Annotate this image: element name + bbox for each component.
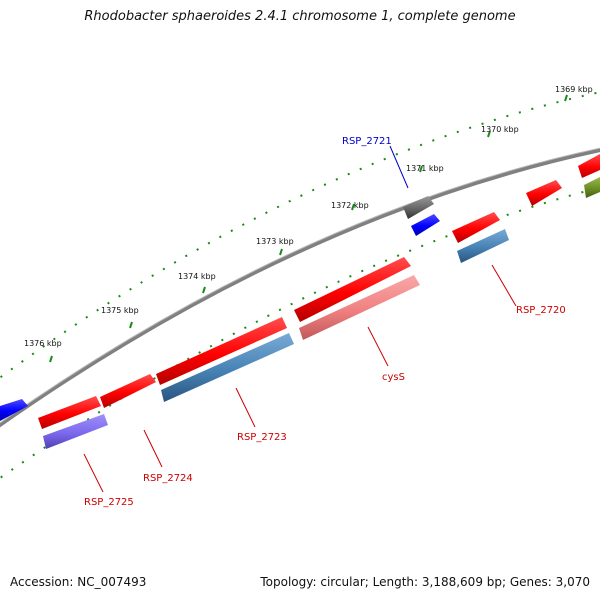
gene-label-rsp-2720[interactable]: RSP_2720 bbox=[516, 305, 566, 316]
gene-arrow bbox=[299, 275, 420, 340]
tick-label: 1373 kbp bbox=[256, 237, 294, 246]
gene-arrow bbox=[43, 414, 108, 449]
tick-label: 1370 kbp bbox=[481, 125, 519, 134]
gene-arrow bbox=[403, 196, 434, 219]
tick-label: 1375 kbp bbox=[101, 306, 139, 315]
gene-arrow bbox=[411, 214, 440, 236]
gene-label-rsp-2724[interactable]: RSP_2724 bbox=[143, 473, 193, 484]
genome-stats-text: Topology: circular; Length: 3,188,609 bp… bbox=[260, 575, 590, 589]
gene-label-cyss[interactable]: cysS bbox=[382, 372, 405, 383]
gene-arrow bbox=[38, 396, 101, 429]
gene-arrow bbox=[578, 154, 600, 178]
gene-label-rsp-2725[interactable]: RSP_2725 bbox=[84, 497, 134, 508]
tick-label: 1376 kbp bbox=[24, 339, 62, 348]
outer-tick-ring bbox=[0, 91, 600, 379]
gene-arrow bbox=[584, 177, 600, 198]
gene-features[interactable] bbox=[0, 154, 600, 449]
gene-arrow bbox=[457, 229, 509, 263]
gene-arrow bbox=[161, 333, 294, 402]
accession-text: Accession: NC_007493 bbox=[10, 575, 147, 589]
gene-arrow bbox=[294, 257, 411, 322]
gene-arrow bbox=[452, 212, 500, 243]
genome-title: Rhodobacter sphaeroides 2.4.1 chromosome… bbox=[84, 9, 516, 24]
tick-label: 1374 kbp bbox=[178, 272, 216, 281]
tick-label: 1371 kbp bbox=[406, 164, 444, 173]
kbp-ticks bbox=[49, 94, 568, 363]
gene-arrow bbox=[0, 399, 28, 421]
label-leaders bbox=[83, 145, 517, 493]
inner-tick-ring bbox=[0, 186, 600, 480]
tick-label: 1369 kbp bbox=[555, 85, 593, 94]
tick-label: 1372 kbp bbox=[331, 201, 369, 210]
gene-arrow bbox=[526, 180, 562, 206]
gene-label-rsp-2721[interactable]: RSP_2721 bbox=[342, 136, 392, 147]
gene-arrow bbox=[100, 374, 156, 408]
chromosome-backbone bbox=[0, 148, 600, 428]
gene-label-rsp-2723[interactable]: RSP_2723 bbox=[237, 432, 287, 443]
gene-arrow bbox=[156, 317, 287, 385]
